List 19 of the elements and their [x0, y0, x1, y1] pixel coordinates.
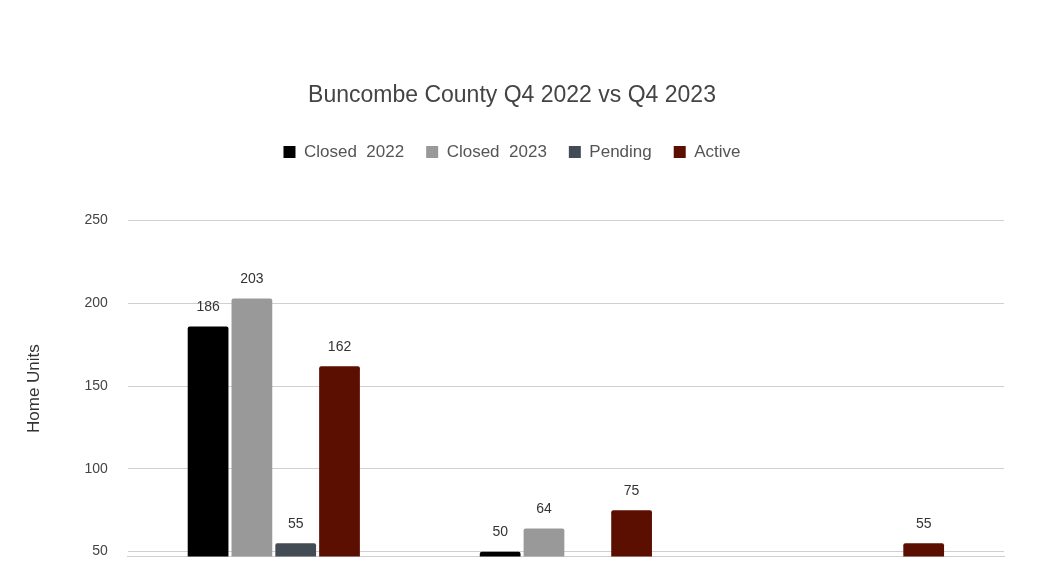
y-tick-label: 50: [92, 542, 108, 559]
y-tick-label: 250: [84, 211, 108, 228]
data-label: 162: [327, 338, 352, 355]
data-label: 55: [287, 515, 304, 532]
data-label: 186: [196, 298, 220, 315]
legend-label: Closed 2023: [446, 141, 547, 161]
legend-label: Closed 2022: [303, 141, 405, 161]
data-label: 64: [536, 500, 552, 517]
y-tick-label: 100: [84, 459, 108, 476]
legend-label: Pending: [589, 141, 652, 161]
data-label: 50: [492, 523, 509, 540]
y-axis-title: Home Units: [23, 344, 43, 434]
data-label: 75: [623, 482, 640, 499]
data-label: 55: [915, 515, 932, 532]
legend-label: Active: [694, 141, 741, 161]
data-label: 203: [240, 270, 264, 287]
y-tick-label: 200: [84, 294, 108, 311]
chart-title: Buncombe County Q4 2022 vs Q4 2023: [308, 81, 716, 108]
y-tick-label: 150: [84, 376, 108, 393]
